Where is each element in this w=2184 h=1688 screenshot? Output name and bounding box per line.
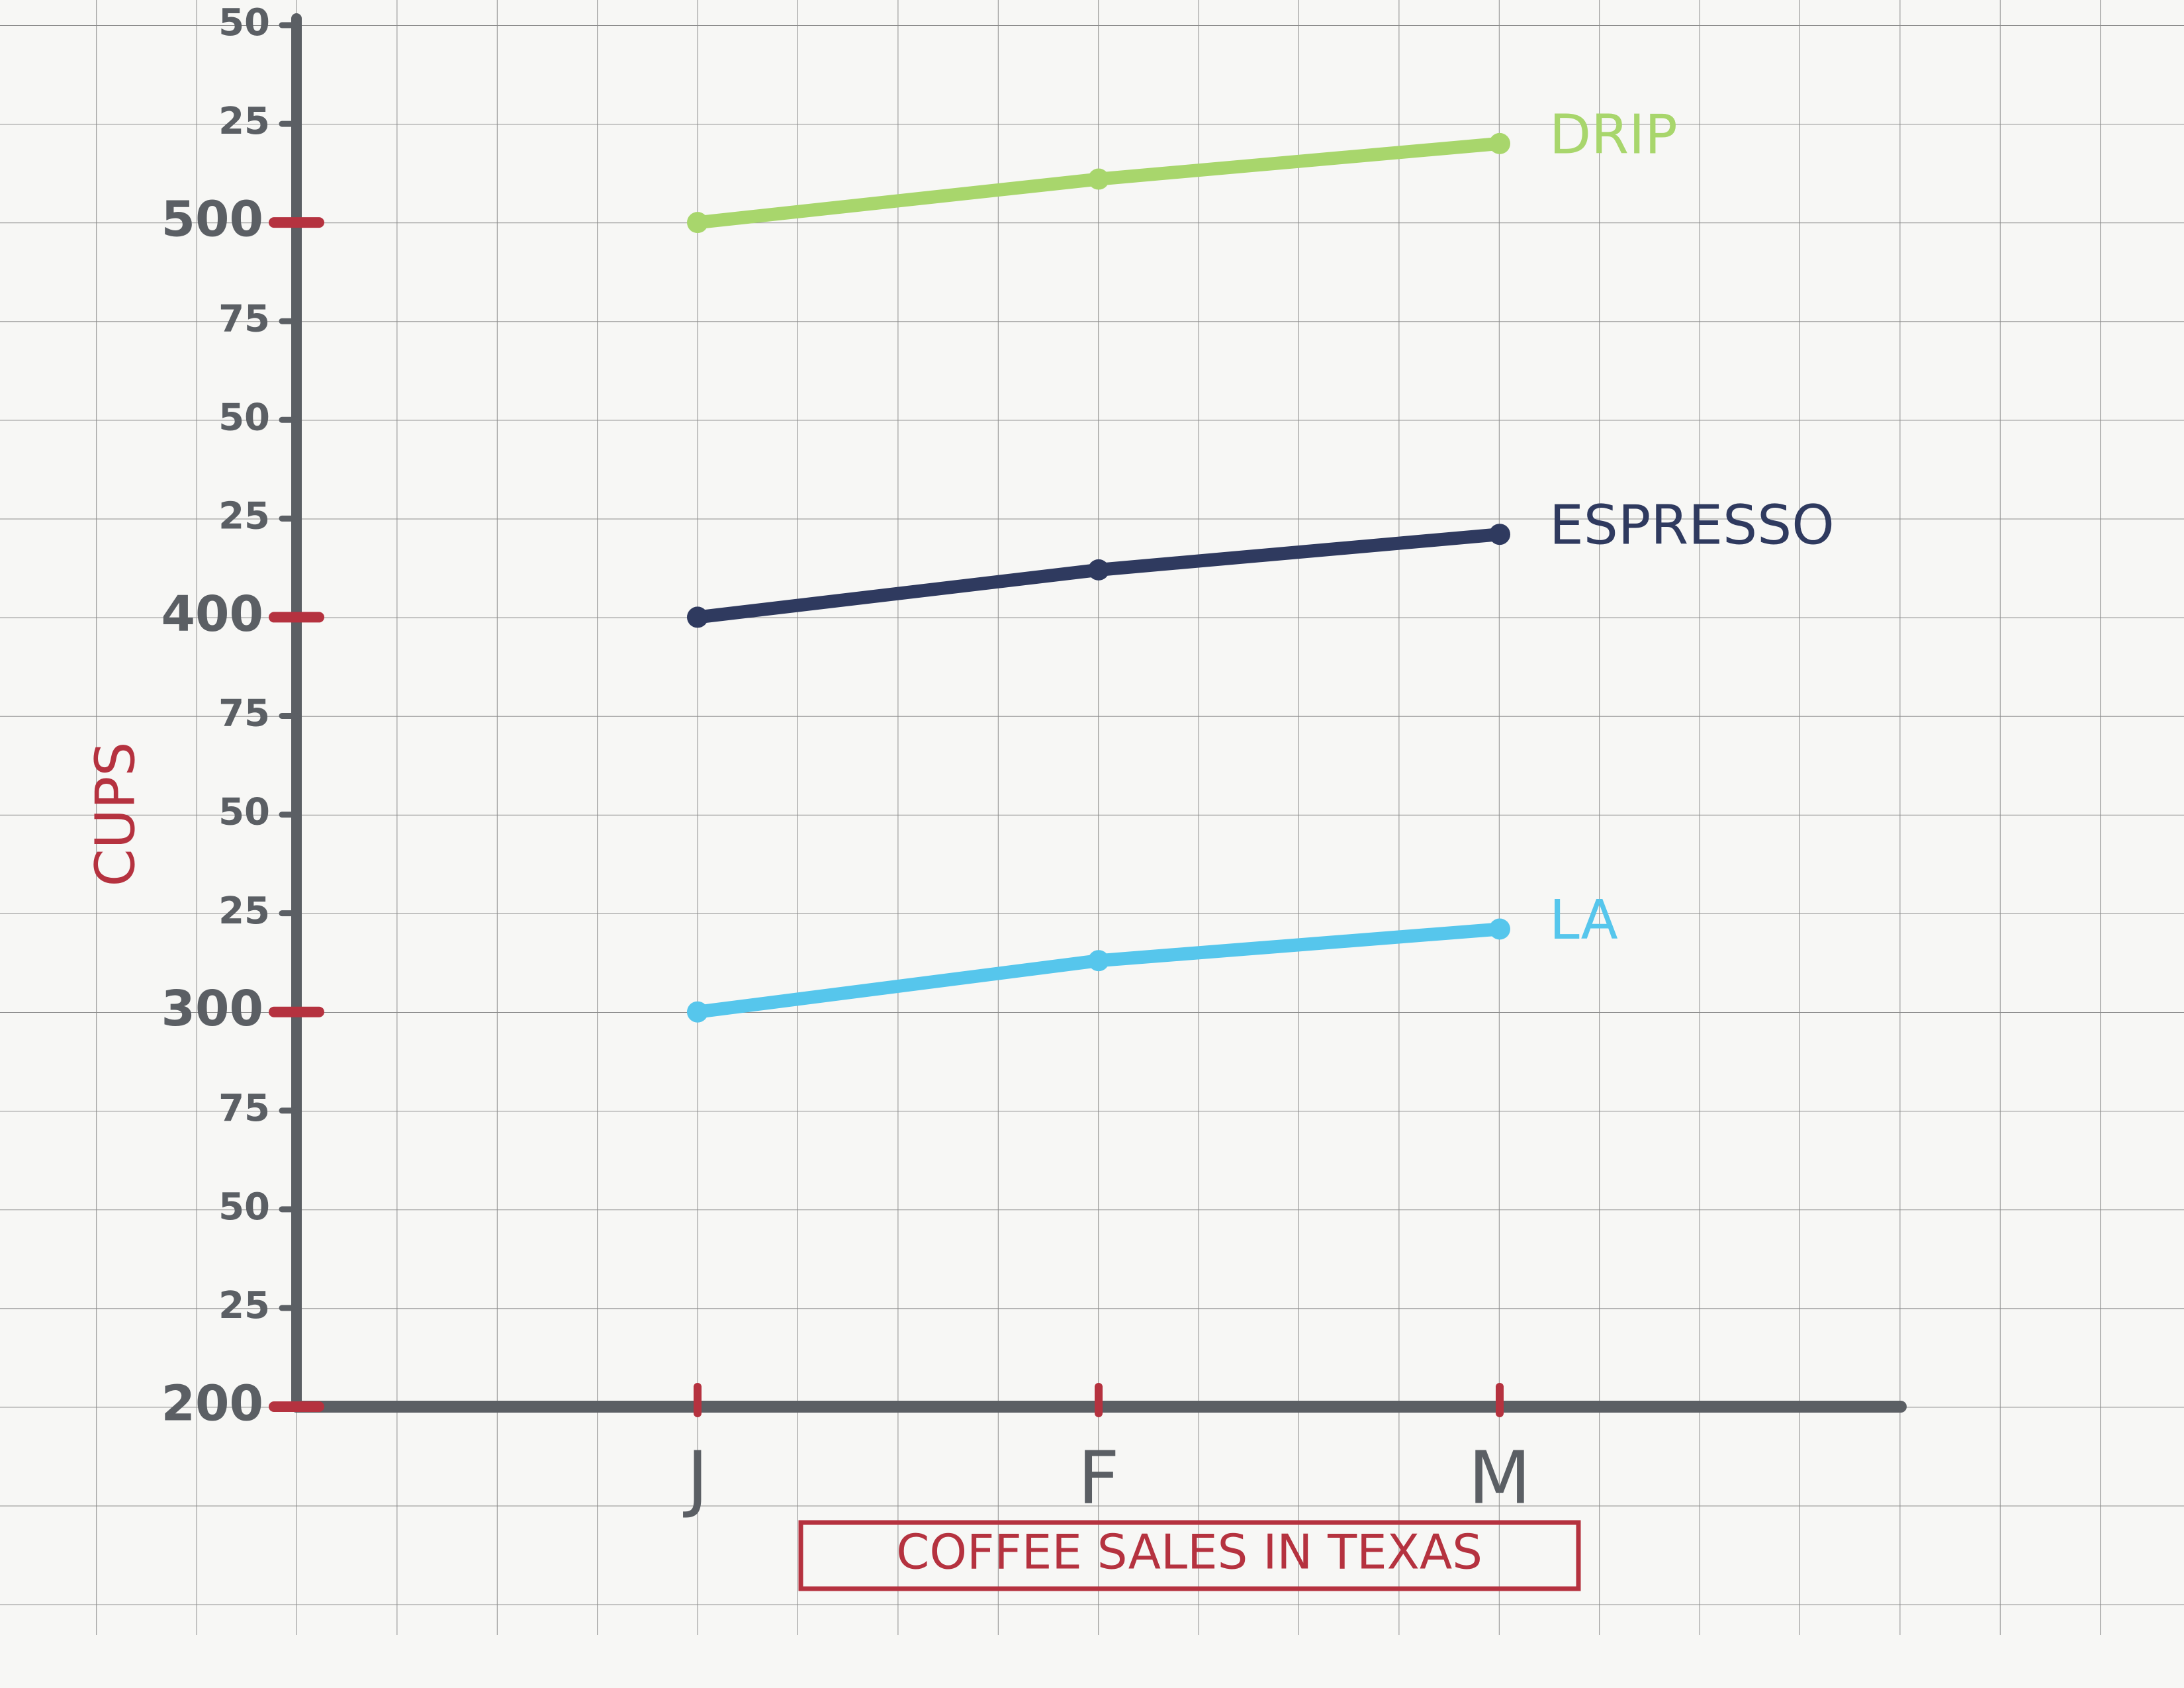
graph-paper-grid xyxy=(0,0,2184,1635)
y-tick-label: 50 xyxy=(218,396,270,439)
point xyxy=(1489,524,1510,545)
y-tick-label: 25 xyxy=(218,494,270,538)
point xyxy=(687,212,708,234)
point xyxy=(1088,950,1109,972)
y-tick-label: 50 xyxy=(218,1,270,44)
y-tick-label: 400 xyxy=(161,586,263,643)
y-tick-label: 25 xyxy=(218,100,270,143)
y-tick-label: 300 xyxy=(161,980,263,1037)
y-tick-label: 75 xyxy=(218,297,270,340)
point xyxy=(1088,559,1109,581)
y-axis-label: CUPS xyxy=(84,742,147,887)
x-tick-label: J xyxy=(683,1435,708,1520)
y-tick-label: 75 xyxy=(218,1087,270,1130)
point xyxy=(1489,918,1510,940)
y-tick-label: 75 xyxy=(218,692,270,735)
point xyxy=(687,1001,708,1023)
y-tick-label: 200 xyxy=(161,1376,263,1432)
y-tick-label: 50 xyxy=(218,791,270,834)
point xyxy=(1088,168,1109,190)
point xyxy=(1489,132,1510,154)
y-tick-label: 500 xyxy=(161,191,263,248)
chart-title: COFFEE SALES IN TEXAS xyxy=(896,1524,1482,1580)
series-label: ESPRESSO xyxy=(1549,494,1835,557)
x-tick-label: M xyxy=(1469,1435,1531,1520)
y-tick-label: 25 xyxy=(218,890,270,933)
point xyxy=(687,606,708,628)
x-tick-label: F xyxy=(1077,1435,1119,1520)
series-label: LA xyxy=(1549,889,1618,952)
y-tick-label: 25 xyxy=(218,1284,270,1327)
title-box xyxy=(798,1520,1581,1591)
series-label: DRIP xyxy=(1549,103,1678,166)
y-tick-label: 50 xyxy=(218,1186,270,1229)
